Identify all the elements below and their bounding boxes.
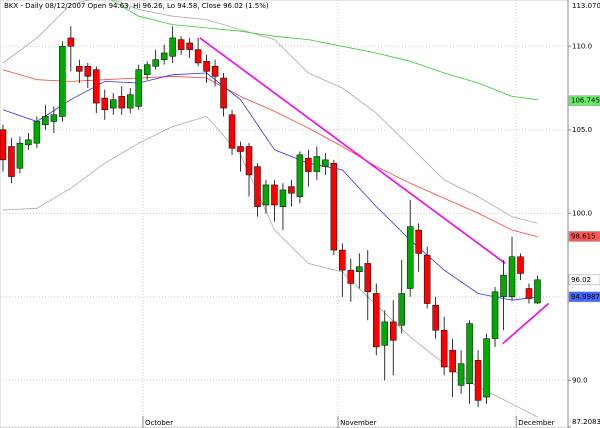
candle-body xyxy=(16,142,24,169)
candle-body xyxy=(186,42,193,50)
y-tick-label: 90.0 xyxy=(572,376,588,384)
y-tick-label: 87.2083 xyxy=(572,418,600,426)
candle-body xyxy=(135,69,142,107)
moving-average xyxy=(2,0,538,224)
moving-average xyxy=(110,0,538,101)
y-tick-label: 113.070 xyxy=(572,2,600,10)
candle-body xyxy=(254,166,261,207)
candle-body xyxy=(364,263,372,293)
y-tick-label: 110.0 xyxy=(572,42,592,50)
candle-body xyxy=(288,186,295,194)
candle-body xyxy=(296,154,304,197)
candle-body xyxy=(525,288,533,299)
candle-body xyxy=(194,49,202,64)
y-tick-label: 100.0 xyxy=(572,209,592,217)
x-tick-label: November xyxy=(340,419,377,427)
price-label-box xyxy=(568,274,600,286)
candle-body xyxy=(110,99,117,109)
candle-body xyxy=(8,146,15,177)
price-label-box xyxy=(568,231,600,242)
candle-body xyxy=(305,157,312,172)
trendline xyxy=(502,302,550,345)
candle-body xyxy=(322,159,329,167)
candle-body xyxy=(76,66,83,72)
candle-body xyxy=(466,323,473,384)
chart-title: BKX - Daily 08/12/2007 Open 94.63, Hi 96… xyxy=(4,2,269,10)
x-tick-label: December xyxy=(518,419,554,427)
candle-body xyxy=(398,293,405,326)
candle-body xyxy=(440,330,448,368)
candle-body xyxy=(356,266,363,273)
candle-body xyxy=(50,114,58,122)
candle-body xyxy=(381,321,388,346)
candle-body xyxy=(101,97,109,111)
candle-body xyxy=(42,116,49,126)
candle-body xyxy=(262,184,270,206)
candle-body xyxy=(406,226,414,289)
candle-body xyxy=(500,274,507,298)
candle-body xyxy=(0,129,7,161)
plot-area xyxy=(0,0,569,428)
candle-body xyxy=(271,184,278,206)
price-label: 106.745 xyxy=(571,97,600,105)
x-tick-label: October xyxy=(145,419,173,427)
candle-body xyxy=(177,39,185,50)
candle-body xyxy=(508,256,516,298)
candle-body xyxy=(389,321,397,341)
candle-body xyxy=(373,293,380,348)
candle-body xyxy=(126,94,134,109)
candle-body xyxy=(339,249,346,271)
candle-body xyxy=(152,59,159,67)
candle-body xyxy=(483,338,490,398)
candle-body xyxy=(33,121,41,144)
candle-body xyxy=(220,77,227,109)
candle-body xyxy=(59,46,66,117)
candle-body xyxy=(25,139,32,146)
candle-body xyxy=(347,269,355,284)
candle-body xyxy=(449,350,456,373)
candle-body xyxy=(67,37,75,47)
candle-body xyxy=(203,61,210,72)
candle-body xyxy=(491,291,499,339)
candle-body xyxy=(237,146,244,152)
candle-body xyxy=(432,304,439,331)
candle-body xyxy=(415,229,422,254)
candle-body xyxy=(423,254,431,304)
candle-body xyxy=(160,52,168,60)
candle-body xyxy=(517,256,524,274)
candle-body xyxy=(474,360,482,401)
candle-body xyxy=(330,162,338,251)
candle-body xyxy=(457,363,465,386)
price-label: 96.02 xyxy=(571,276,591,284)
candle-body xyxy=(279,189,287,207)
candle-body xyxy=(143,64,151,75)
candle-body xyxy=(245,146,253,176)
price-label: 94.9987 xyxy=(571,293,600,301)
candle-body xyxy=(84,66,92,77)
candle-body xyxy=(118,96,125,109)
candle-body xyxy=(228,114,236,149)
y-tick-label: 105.0 xyxy=(572,126,592,134)
candle-body xyxy=(93,69,100,104)
trendline xyxy=(199,37,506,265)
price-label-box xyxy=(568,291,600,303)
candle-body xyxy=(313,156,321,172)
candle-body xyxy=(534,279,541,304)
price-label-box xyxy=(568,95,600,106)
price-label: 98.615 xyxy=(571,232,596,240)
candle-body xyxy=(169,37,176,57)
candle-body xyxy=(211,66,219,77)
